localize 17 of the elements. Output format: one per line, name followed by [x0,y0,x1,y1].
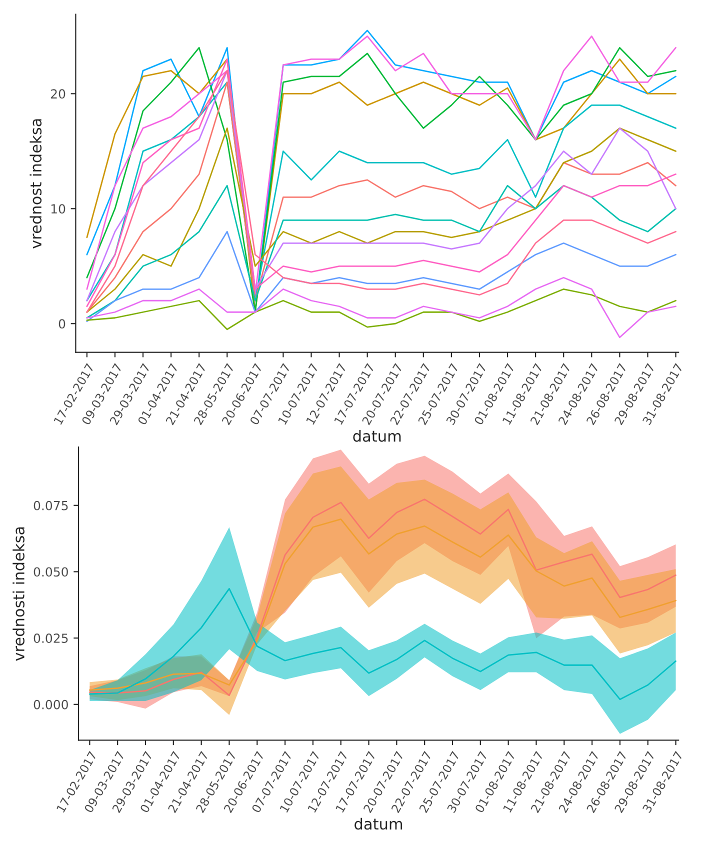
x-axis-title: datum [354,818,402,830]
y-tick-label: 0.000 [34,700,68,710]
line-series [86,230,676,322]
y-tick-label: 0.075 [34,500,68,510]
y-axis-title: vrednost indeksa [30,119,42,248]
line-series [88,588,676,700]
y-tick-label: 0.025 [34,634,68,643]
x-axis-title: datum [353,430,401,442]
line-series [86,127,676,313]
y-axis-title: vrednosti indeksa [12,527,24,661]
line-series [86,276,676,338]
y-tick-label: 10 [51,204,66,214]
y-tick-label: 0 [58,319,66,329]
y-tick-label: 0.050 [34,567,68,577]
line-series [86,288,676,330]
y-tick-label: 20 [50,89,66,99]
line-series [86,184,676,319]
